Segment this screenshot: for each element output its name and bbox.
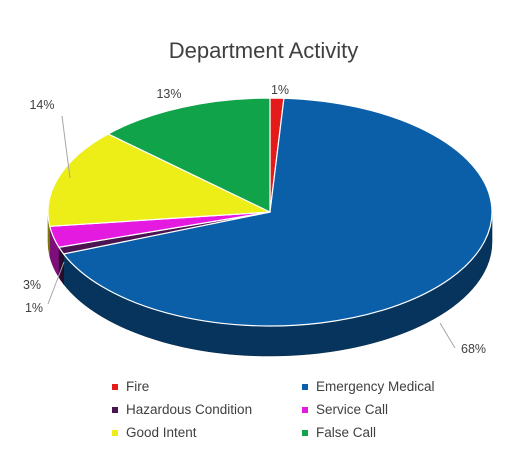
data-label-fire: 1% xyxy=(271,83,289,97)
data-label-hazardous-condition: 1% xyxy=(25,301,43,315)
pie-slice-false-call xyxy=(107,97,271,213)
chart-title: Department Activity xyxy=(168,38,359,63)
pie-tops xyxy=(47,97,493,327)
pie-slice-good-intent xyxy=(47,133,271,227)
leader-line-hazardous-condition xyxy=(47,261,65,305)
data-label-emergency-medical: 68% xyxy=(461,342,486,356)
leader-lines xyxy=(47,115,456,349)
data-label-good-intent: 14% xyxy=(29,98,54,112)
data-labels: 1% 68% 1% 3% 14% 13% xyxy=(23,83,486,356)
leader-line-good-intent xyxy=(61,115,71,179)
leader-line-emergency-medical xyxy=(439,322,456,349)
data-label-false-call: 13% xyxy=(156,87,181,101)
pie-slice-emergency-medical xyxy=(62,97,493,327)
data-label-service-call: 3% xyxy=(23,278,41,292)
